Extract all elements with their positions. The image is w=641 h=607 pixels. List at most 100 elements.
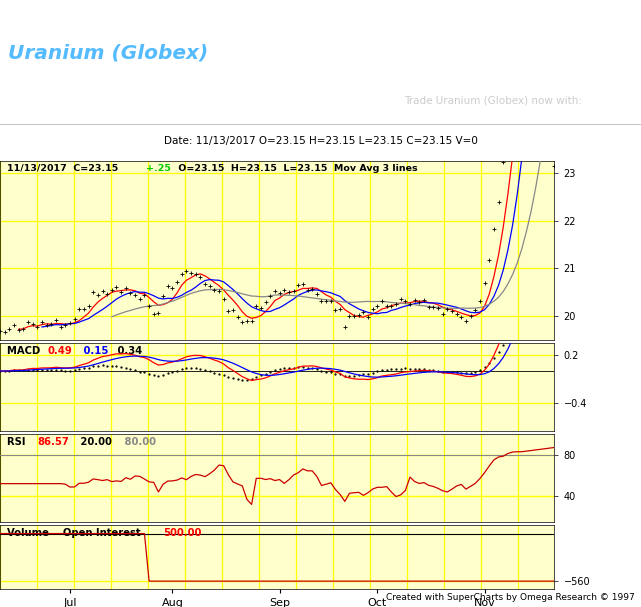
Point bbox=[0, 366, 5, 376]
Point bbox=[153, 308, 163, 317]
Point bbox=[284, 363, 294, 373]
Point bbox=[391, 364, 401, 374]
Point bbox=[97, 286, 108, 296]
Point bbox=[531, 275, 541, 285]
Point bbox=[419, 364, 429, 374]
Text: Trade Uranium (Globex) now with:: Trade Uranium (Globex) now with: bbox=[404, 96, 582, 106]
Point bbox=[251, 301, 262, 311]
Point bbox=[526, 285, 537, 295]
Point bbox=[465, 311, 476, 320]
Point bbox=[42, 320, 52, 330]
Point bbox=[395, 364, 406, 373]
Point bbox=[158, 291, 168, 300]
Point bbox=[340, 322, 350, 331]
Point bbox=[97, 361, 108, 370]
Point bbox=[307, 284, 317, 294]
Point bbox=[470, 367, 480, 377]
Text: 0.15: 0.15 bbox=[80, 345, 109, 356]
Point bbox=[163, 280, 173, 290]
Point bbox=[377, 365, 387, 375]
Point bbox=[470, 305, 480, 315]
Point bbox=[106, 285, 117, 294]
Point bbox=[317, 296, 327, 305]
Text: RSI: RSI bbox=[6, 436, 29, 447]
Point bbox=[330, 369, 340, 379]
Point bbox=[158, 370, 168, 380]
Point bbox=[93, 290, 103, 299]
Point bbox=[293, 362, 303, 372]
Point bbox=[116, 362, 126, 372]
Point bbox=[387, 365, 397, 375]
Point bbox=[372, 301, 383, 311]
Point bbox=[79, 304, 89, 314]
Point bbox=[549, 326, 560, 336]
Point bbox=[46, 365, 56, 375]
Point bbox=[4, 324, 15, 333]
Point bbox=[0, 326, 5, 336]
Point bbox=[274, 288, 285, 298]
Point bbox=[233, 312, 243, 322]
Point bbox=[461, 368, 471, 378]
Point bbox=[428, 302, 438, 311]
Point bbox=[51, 316, 61, 325]
Point bbox=[489, 353, 499, 362]
Point bbox=[265, 291, 276, 301]
Point bbox=[112, 361, 122, 371]
Point bbox=[176, 364, 187, 374]
Point bbox=[116, 287, 126, 296]
Point bbox=[126, 364, 136, 374]
Point bbox=[349, 371, 359, 381]
Point bbox=[196, 273, 206, 282]
Point bbox=[549, 161, 560, 171]
Point bbox=[433, 366, 443, 376]
Point bbox=[176, 270, 187, 279]
Point bbox=[237, 375, 247, 385]
Point bbox=[233, 375, 243, 384]
Point bbox=[242, 375, 252, 385]
Point bbox=[186, 268, 196, 277]
Text: O=23.15  H=23.15  L=23.15  Mov Avg 3 lines: O=23.15 H=23.15 L=23.15 Mov Avg 3 lines bbox=[174, 163, 417, 172]
Point bbox=[139, 290, 149, 300]
Point bbox=[368, 305, 378, 314]
Point bbox=[181, 266, 192, 276]
Point bbox=[535, 265, 545, 274]
Text: Created with SuperCharts by Omega Research © 1997: Created with SuperCharts by Omega Resear… bbox=[386, 594, 635, 602]
Point bbox=[307, 364, 317, 373]
Point bbox=[37, 365, 47, 375]
Point bbox=[335, 304, 345, 314]
Point bbox=[126, 288, 136, 298]
Point bbox=[172, 365, 182, 375]
Point bbox=[204, 367, 215, 376]
Point bbox=[344, 311, 354, 320]
Point bbox=[410, 296, 420, 305]
Point bbox=[340, 371, 350, 381]
Point bbox=[106, 361, 117, 371]
Point bbox=[4, 366, 15, 376]
Point bbox=[23, 365, 33, 375]
Point bbox=[358, 370, 369, 379]
Point bbox=[442, 305, 453, 314]
Text: +.25: +.25 bbox=[146, 163, 171, 172]
Point bbox=[297, 279, 308, 289]
Point bbox=[381, 365, 392, 375]
Point bbox=[387, 301, 397, 311]
Point bbox=[251, 372, 262, 382]
Point bbox=[172, 277, 182, 287]
Point bbox=[13, 365, 24, 375]
Point bbox=[475, 365, 485, 375]
Point bbox=[321, 296, 331, 306]
Point bbox=[312, 364, 322, 374]
Point bbox=[102, 289, 112, 299]
Point bbox=[247, 317, 257, 327]
Point bbox=[65, 366, 75, 376]
Point bbox=[279, 363, 289, 373]
Point bbox=[60, 320, 71, 330]
Point bbox=[391, 299, 401, 309]
Point bbox=[209, 285, 219, 295]
Point bbox=[447, 367, 457, 377]
Point bbox=[46, 319, 56, 328]
Point bbox=[135, 367, 145, 376]
Point bbox=[297, 362, 308, 371]
Point bbox=[88, 288, 98, 297]
Point bbox=[279, 285, 289, 295]
